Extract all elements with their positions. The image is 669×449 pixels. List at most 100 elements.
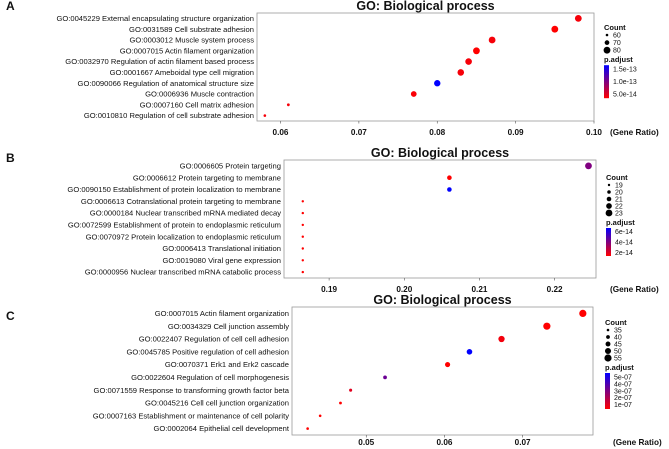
plot-frame [256,12,595,122]
data-point [579,309,587,317]
panel-b: B GO: Biological process GO:0006605 Protei… [6,146,659,294]
legend-size-label: 20 [615,189,623,196]
x-tick-label: 0.07 [515,438,531,447]
legend-color-label: 2e-07 [614,395,632,402]
category-label: GO:0072599 Establishment of protein to e… [68,221,281,230]
data-point [447,187,452,192]
category-label: GO:0000184 Nuclear transcribed mRNA medi… [90,209,281,218]
data-point [286,103,290,107]
category-label: GO:0006936 Muscle contraction [145,90,254,99]
legend-size-label: 45 [614,341,622,348]
legend-size-dot [604,40,610,45]
category-label: GO:0006413 Translational initiation [162,244,281,253]
legend-color-label: 4e-14 [615,239,633,246]
panel-c: C GO: Biological process GO:0007015 Actin … [6,293,662,447]
legend-size-dot [606,335,610,339]
category-label: GO:0070972 Protein localization to endop… [86,232,281,241]
legend-size-label: 70 [613,40,621,47]
data-point [466,349,473,355]
category-label: GO:0071559 Response to transforming grow… [94,386,290,395]
category-label: GO:0007160 Cell matrix adhesion [140,100,254,109]
legend-color-label: 5.0e-14 [613,92,637,99]
x-tick-label: 0.08 [429,128,445,137]
data-point [551,25,559,33]
legend-padjust-title: p.adjust [604,55,633,64]
data-point [574,15,582,22]
panel-title: GO: Biological process [373,293,511,307]
panel-title: GO: Biological process [371,146,509,160]
data-point [339,401,342,405]
legend-count-title: Count [604,23,626,32]
x-tick-label: 0.22 [547,285,563,294]
category-label: GO:0045216 Cell cell junction organizati… [145,399,289,408]
legend-color-label: 5e-07 [614,375,632,382]
category-label: GO:0003012 Muscle system process [129,36,254,45]
category-label: GO:0032970 Regulation of actin filament … [65,57,254,66]
data-point [543,322,551,330]
legend-size-label: 55 [614,355,622,362]
data-point [457,69,465,76]
category-label: GO:0006612 Protein targeting to membrane [133,173,281,182]
legend-size-dot [603,46,611,54]
plot-frame [283,159,597,279]
data-point [465,58,472,65]
legend-size-dot [605,209,613,217]
data-point [383,375,387,380]
x-axis-title: (Gene Ratio) [610,128,659,137]
panel-letter: C [6,309,15,323]
panel-letter: B [6,151,15,165]
category-label: GO:0022407 Regulation of cell cell adhes… [139,335,289,344]
legend-color-label: 6e-14 [615,229,633,236]
x-axis-title: (Gene Ratio) [610,285,659,294]
legend-size-label: 21 [615,196,623,203]
legend-color-label: 3e-07 [614,388,632,395]
legend-color-bar [605,373,610,409]
panel-a: A GO: Biological process GO:0045229 Extern… [6,0,659,137]
x-tick-label: 0.20 [396,285,412,294]
legend-color-label: 1.5e-13 [613,67,637,74]
category-label: GO:0002064 Epithelial cell development [153,424,289,433]
legend-color-label: 2e-14 [615,250,633,257]
category-label: GO:0007015 Actin filament organization [155,309,289,318]
x-tick-label: 0.05 [358,438,374,447]
legend-count-title: Count [605,318,627,327]
legend-size-dot [606,328,610,332]
data-point [349,388,353,392]
legend-padjust-title: p.adjust [606,218,635,227]
x-tick-label: 0.19 [321,285,337,294]
legend-size-dot [604,354,612,362]
legend-size-label: 60 [613,32,621,39]
legend-size-dot [606,196,612,202]
legend-color-bar [604,65,609,99]
data-point [301,200,304,203]
legend-size-label: 35 [614,327,622,334]
category-label: GO:0006605 Protein targeting [180,162,281,171]
legend-color-label: 1e-07 [614,402,632,409]
legend-size-dot [605,33,609,37]
data-point [263,114,267,117]
legend-size-label: 22 [615,203,623,210]
panel-title: GO: Biological process [356,0,494,13]
legend-color-label: 4e-07 [614,382,632,389]
x-axis-title: (Gene Ratio) [613,438,662,447]
category-label: GO:0045785 Positive regulation of cell a… [126,347,289,356]
data-point [301,247,304,250]
data-point [410,91,417,97]
category-label: GO:0045229 External encapsulating struct… [56,14,254,23]
category-label: GO:0006613 Cotranslational protein targe… [81,197,281,206]
legend-size-dot [607,183,611,187]
data-point [318,414,322,418]
data-point [301,211,304,215]
panel-letter: A [6,0,15,13]
data-point [301,235,304,238]
category-label: GO:0019080 Viral gene expression [163,256,282,265]
category-label: GO:0000956 Nuclear transcribed mRNA cata… [85,268,281,277]
data-point [301,259,304,262]
x-tick-label: 0.07 [351,128,367,137]
category-label: GO:0010810 Regulation of cell substrate … [84,111,254,120]
category-label: GO:0022604 Regulation of cell morphogene… [131,373,289,382]
x-tick-label: 0.10 [586,128,602,137]
